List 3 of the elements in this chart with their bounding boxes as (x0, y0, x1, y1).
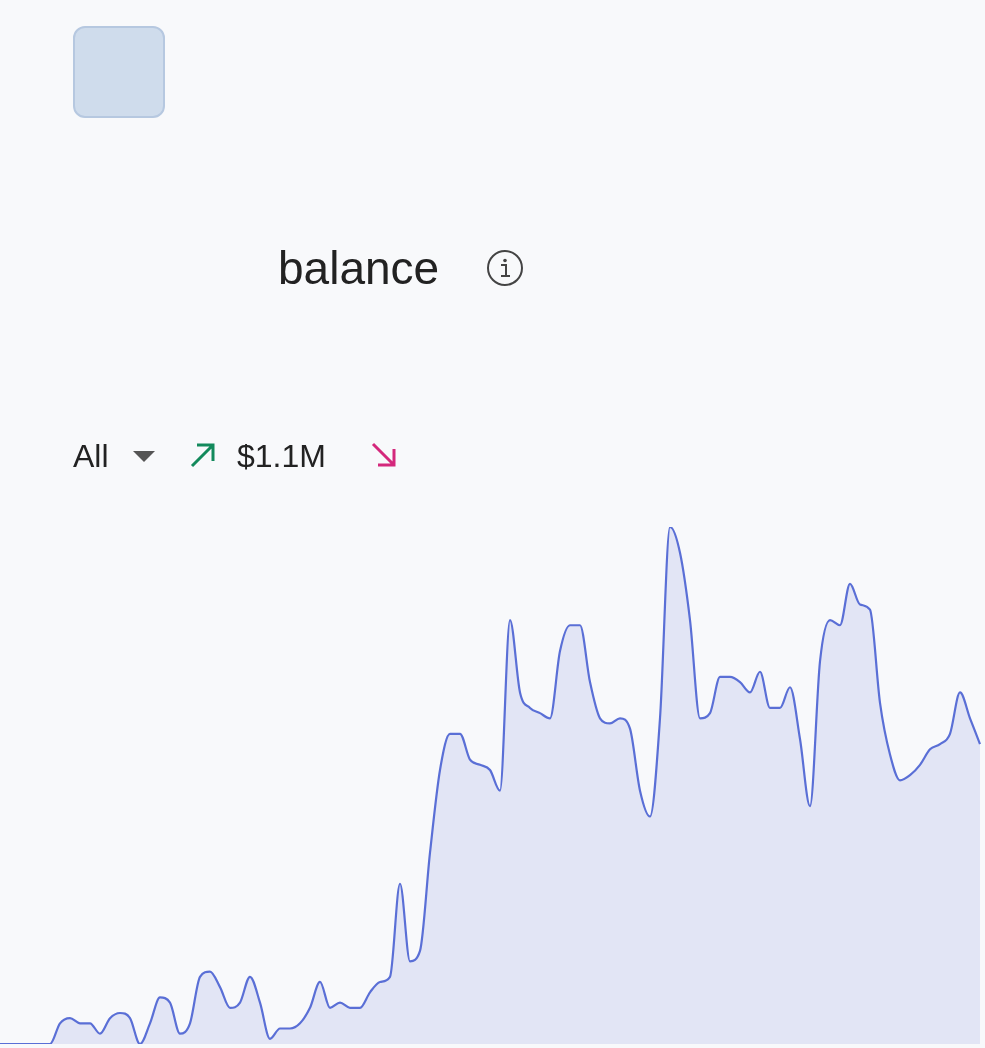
text: All (73, 437, 109, 476)
chart-title: balance (278, 241, 440, 296)
text: $1.1M (237, 437, 326, 476)
